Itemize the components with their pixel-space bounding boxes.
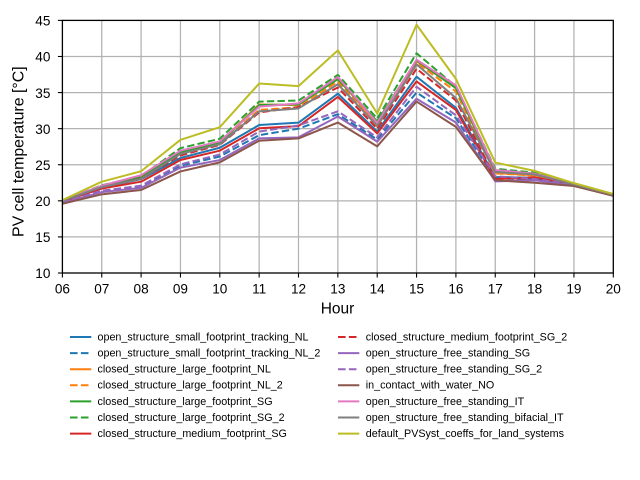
- svg-text:closed_structure_large_footpri: closed_structure_large_footprint_SG: [98, 396, 273, 408]
- svg-text:40: 40: [35, 50, 51, 65]
- svg-text:closed_structure_large_footpri: closed_structure_large_footprint_SG_2: [98, 412, 285, 424]
- svg-text:20: 20: [606, 282, 622, 297]
- svg-text:open_structure_small_footprint: open_structure_small_footprint_tracking_…: [98, 331, 309, 343]
- svg-text:35: 35: [35, 86, 50, 101]
- svg-text:closed_structure_large_footpri: closed_structure_large_footprint_NL_2: [98, 380, 283, 392]
- svg-text:12: 12: [291, 282, 306, 297]
- svg-text:open_structure_free_standing_I: open_structure_free_standing_IT: [366, 396, 525, 408]
- svg-text:open_structure_free_standing_S: open_structure_free_standing_SG: [366, 348, 530, 360]
- svg-text:10: 10: [35, 266, 51, 281]
- svg-text:08: 08: [134, 282, 149, 297]
- svg-text:closed_structure_medium_footpr: closed_structure_medium_footprint_SG_2: [366, 331, 567, 343]
- svg-text:open_structure_small_footprint: open_structure_small_footprint_tracking_…: [98, 348, 321, 360]
- svg-text:in_contact_with_water_NO: in_contact_with_water_NO: [366, 380, 494, 392]
- svg-text:07: 07: [94, 282, 109, 297]
- svg-text:closed_structure_large_footpri: closed_structure_large_footprint_NL: [98, 364, 271, 376]
- svg-text:open_structure_free_standing_b: open_structure_free_standing_bifacial_IT: [366, 412, 564, 424]
- svg-text:closed_structure_medium_footpr: closed_structure_medium_footprint_SG: [98, 428, 287, 440]
- svg-text:13: 13: [330, 282, 345, 297]
- svg-text:25: 25: [35, 158, 50, 173]
- svg-text:default_PVSyst_coeffs_for_land: default_PVSyst_coeffs_for_land_systems: [366, 428, 564, 440]
- svg-text:open_structure_free_standing_S: open_structure_free_standing_SG_2: [366, 364, 542, 376]
- svg-text:16: 16: [448, 282, 463, 297]
- svg-text:45: 45: [35, 14, 50, 29]
- svg-text:Hour: Hour: [321, 301, 355, 318]
- svg-text:09: 09: [173, 282, 188, 297]
- svg-text:19: 19: [566, 282, 581, 297]
- svg-text:14: 14: [370, 282, 386, 297]
- svg-text:30: 30: [35, 122, 51, 137]
- svg-text:06: 06: [55, 282, 70, 297]
- svg-text:PV cell temperature [°C]: PV cell temperature [°C]: [11, 66, 28, 237]
- svg-text:10: 10: [212, 282, 228, 297]
- svg-text:15: 15: [409, 282, 424, 297]
- svg-text:18: 18: [527, 282, 542, 297]
- svg-text:11: 11: [252, 282, 266, 297]
- svg-text:15: 15: [35, 230, 50, 245]
- svg-text:20: 20: [35, 194, 51, 209]
- svg-text:17: 17: [488, 282, 503, 297]
